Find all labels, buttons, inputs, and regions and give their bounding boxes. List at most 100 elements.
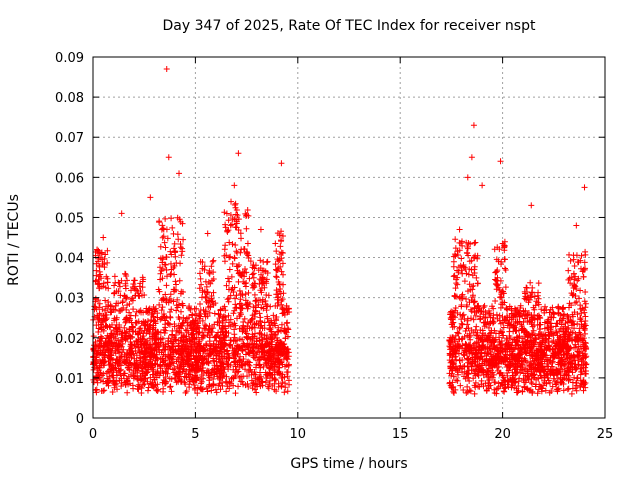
data-point <box>502 284 509 291</box>
data-point <box>240 381 247 388</box>
data-point <box>268 371 275 378</box>
data-point <box>264 315 271 322</box>
data-point <box>136 348 143 355</box>
data-point <box>280 271 287 278</box>
data-point <box>168 388 175 395</box>
data-point <box>255 357 262 364</box>
data-point <box>247 258 254 265</box>
data-point <box>236 269 243 276</box>
data-point <box>230 375 237 382</box>
data-point <box>226 278 233 285</box>
x-tick-label: 0 <box>89 427 97 442</box>
data-point <box>165 320 172 327</box>
data-point <box>274 296 281 303</box>
data-point <box>263 303 270 310</box>
data-point <box>115 300 122 307</box>
data-point <box>278 374 285 381</box>
data-point <box>271 331 278 338</box>
data-point <box>258 277 265 284</box>
data-point <box>454 377 461 384</box>
data-point <box>278 255 285 262</box>
data-point <box>210 381 217 388</box>
data-point <box>168 306 175 313</box>
data-point <box>131 373 138 380</box>
data-point <box>170 286 177 293</box>
data-point <box>228 273 235 280</box>
data-point <box>182 342 189 349</box>
data-point <box>137 325 144 332</box>
data-point <box>118 383 125 390</box>
data-point <box>272 240 279 247</box>
data-point <box>583 361 590 368</box>
data-point <box>228 198 235 205</box>
data-point <box>133 319 140 326</box>
data-point <box>222 221 229 228</box>
data-point <box>163 365 170 372</box>
data-point <box>124 302 131 309</box>
data-point <box>281 328 288 335</box>
data-point <box>198 380 205 387</box>
data-point <box>252 298 259 305</box>
x-tick-label: 25 <box>597 427 614 442</box>
data-point <box>257 226 264 233</box>
data-point <box>151 317 158 324</box>
data-point <box>177 241 184 248</box>
data-point <box>144 387 151 394</box>
x-tick-label: 10 <box>290 427 307 442</box>
data-point <box>164 273 171 280</box>
data-point <box>107 308 114 315</box>
data-point <box>277 285 284 292</box>
x-tick-label: 15 <box>392 427 409 442</box>
data-point <box>242 360 249 367</box>
data-point <box>124 277 131 284</box>
data-point <box>160 233 167 240</box>
data-point <box>96 367 103 374</box>
data-point <box>261 319 268 326</box>
data-point <box>160 377 167 384</box>
data-point <box>163 254 170 261</box>
data-point <box>263 259 270 266</box>
data-point <box>564 386 571 393</box>
data-point <box>131 277 138 284</box>
data-point <box>222 242 229 249</box>
data-point <box>242 291 249 298</box>
data-point <box>173 281 180 288</box>
data-point <box>240 322 247 329</box>
data-point <box>100 387 107 394</box>
data-point <box>493 268 500 275</box>
data-point <box>464 174 471 181</box>
data-point <box>502 267 509 274</box>
data-point <box>458 303 465 310</box>
data-point <box>122 285 129 292</box>
data-point <box>235 150 242 157</box>
data-point <box>225 217 232 224</box>
data-point <box>112 306 119 313</box>
data-point <box>221 258 228 265</box>
data-point <box>139 274 146 281</box>
data-point <box>159 222 166 229</box>
data-point <box>272 266 279 273</box>
data-point <box>258 289 265 296</box>
data-point <box>104 279 111 286</box>
data-point <box>278 297 285 304</box>
data-point <box>166 375 173 382</box>
data-point <box>458 255 465 262</box>
data-point <box>229 260 236 267</box>
data-point <box>285 353 292 360</box>
y-tick-label: 0.08 <box>55 91 84 106</box>
data-point <box>97 377 104 384</box>
data-point <box>207 304 214 311</box>
data-point <box>162 357 169 364</box>
data-point <box>214 319 221 326</box>
data-point <box>198 378 205 385</box>
data-point <box>139 284 146 291</box>
data-point <box>209 277 216 284</box>
data-point <box>137 307 144 314</box>
data-point <box>160 311 167 318</box>
data-point <box>219 382 226 389</box>
data-point <box>220 339 227 346</box>
data-point <box>278 237 285 244</box>
data-point <box>158 307 165 314</box>
data-point <box>223 388 230 395</box>
data-point <box>273 273 280 280</box>
